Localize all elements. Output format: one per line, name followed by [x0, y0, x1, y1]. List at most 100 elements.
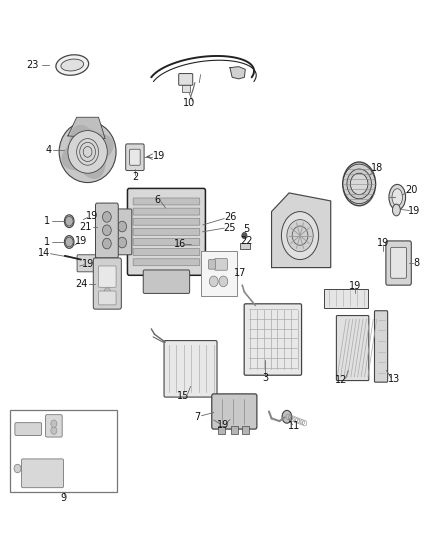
Text: 19: 19: [75, 236, 87, 246]
Ellipse shape: [392, 204, 400, 216]
FancyBboxPatch shape: [133, 208, 200, 215]
Text: 7: 7: [194, 412, 200, 422]
Text: 19: 19: [408, 206, 420, 215]
Bar: [242, 426, 249, 434]
Ellipse shape: [64, 236, 74, 248]
Ellipse shape: [281, 212, 318, 260]
Circle shape: [102, 212, 111, 222]
Text: 1: 1: [44, 237, 50, 247]
Bar: [324, 289, 368, 308]
Text: 26: 26: [224, 213, 236, 222]
Circle shape: [118, 221, 127, 232]
Circle shape: [292, 226, 308, 245]
Text: 9: 9: [60, 493, 67, 503]
FancyBboxPatch shape: [133, 239, 200, 245]
Text: 14: 14: [38, 248, 50, 257]
Circle shape: [51, 427, 57, 434]
Polygon shape: [230, 67, 245, 79]
Text: 19: 19: [81, 259, 94, 269]
Ellipse shape: [56, 55, 88, 75]
FancyBboxPatch shape: [143, 270, 190, 294]
FancyBboxPatch shape: [126, 144, 144, 171]
FancyBboxPatch shape: [93, 258, 121, 309]
Circle shape: [65, 216, 73, 226]
FancyBboxPatch shape: [386, 241, 411, 285]
Bar: [10, 410, 117, 492]
Ellipse shape: [343, 162, 376, 206]
Bar: [240, 243, 250, 249]
Ellipse shape: [61, 59, 84, 71]
Text: 5: 5: [244, 224, 250, 234]
Ellipse shape: [68, 131, 107, 173]
Circle shape: [104, 288, 110, 295]
FancyBboxPatch shape: [374, 311, 388, 382]
Circle shape: [118, 237, 127, 248]
Text: 19: 19: [153, 151, 166, 160]
FancyBboxPatch shape: [99, 266, 116, 287]
Text: 20: 20: [406, 185, 418, 195]
Text: 10: 10: [183, 98, 195, 108]
FancyBboxPatch shape: [99, 291, 116, 305]
FancyBboxPatch shape: [133, 229, 200, 236]
Circle shape: [350, 173, 368, 195]
Text: 11: 11: [288, 422, 300, 431]
FancyBboxPatch shape: [77, 255, 95, 272]
FancyBboxPatch shape: [391, 247, 406, 278]
Text: 19: 19: [377, 238, 389, 248]
FancyBboxPatch shape: [130, 149, 140, 165]
FancyBboxPatch shape: [21, 459, 64, 488]
Circle shape: [102, 238, 111, 249]
Text: 24: 24: [75, 279, 87, 288]
Bar: [182, 85, 190, 92]
Polygon shape: [68, 117, 105, 139]
Ellipse shape: [282, 410, 292, 423]
Text: 19: 19: [86, 211, 98, 221]
Circle shape: [209, 276, 218, 287]
Circle shape: [347, 169, 371, 199]
FancyBboxPatch shape: [212, 394, 257, 429]
Text: 25: 25: [224, 223, 236, 233]
Text: 15: 15: [177, 391, 189, 401]
Ellipse shape: [392, 189, 403, 206]
FancyBboxPatch shape: [15, 423, 42, 435]
Text: 8: 8: [413, 258, 419, 268]
Circle shape: [242, 232, 247, 239]
FancyBboxPatch shape: [113, 209, 132, 255]
Text: 1: 1: [44, 216, 50, 225]
Text: 21: 21: [80, 222, 92, 231]
Circle shape: [343, 164, 375, 204]
Text: 18: 18: [371, 164, 383, 173]
FancyBboxPatch shape: [46, 415, 62, 437]
Text: 12: 12: [335, 375, 347, 385]
FancyBboxPatch shape: [208, 260, 215, 269]
Circle shape: [14, 464, 21, 473]
Text: 16: 16: [173, 239, 186, 249]
Circle shape: [104, 294, 110, 302]
Polygon shape: [61, 125, 114, 179]
Ellipse shape: [389, 184, 406, 210]
FancyBboxPatch shape: [133, 248, 200, 256]
Text: 22: 22: [240, 236, 253, 246]
Text: 19: 19: [349, 281, 361, 290]
FancyBboxPatch shape: [336, 316, 369, 381]
Text: 3: 3: [262, 374, 268, 383]
Circle shape: [219, 276, 228, 287]
FancyBboxPatch shape: [95, 203, 118, 258]
Bar: [231, 426, 238, 434]
Text: 6: 6: [155, 196, 161, 205]
Bar: [218, 426, 225, 434]
FancyBboxPatch shape: [133, 198, 200, 205]
FancyBboxPatch shape: [244, 304, 301, 375]
Circle shape: [51, 420, 57, 427]
Ellipse shape: [59, 122, 116, 182]
Text: 2: 2: [132, 172, 138, 182]
Bar: [201, 251, 237, 296]
Text: 13: 13: [388, 375, 400, 384]
Polygon shape: [272, 193, 331, 268]
Circle shape: [102, 225, 111, 236]
FancyBboxPatch shape: [127, 189, 205, 276]
FancyBboxPatch shape: [164, 341, 217, 397]
Text: 4: 4: [45, 146, 51, 155]
FancyBboxPatch shape: [133, 219, 200, 225]
Text: 19: 19: [217, 421, 230, 430]
